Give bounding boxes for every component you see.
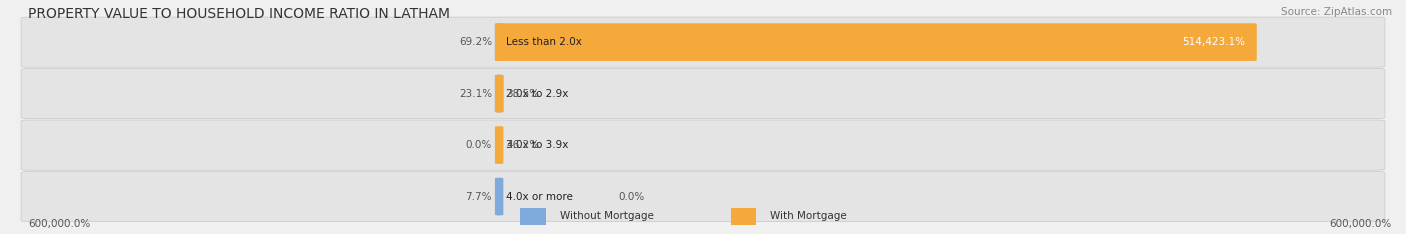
Text: 46.2%: 46.2% (506, 140, 540, 150)
FancyBboxPatch shape (495, 23, 1257, 61)
Text: 7.7%: 7.7% (465, 192, 492, 201)
Text: 514,423.1%: 514,423.1% (1182, 37, 1246, 47)
Text: 69.2%: 69.2% (458, 37, 492, 47)
FancyBboxPatch shape (731, 208, 756, 225)
Text: 0.0%: 0.0% (465, 140, 492, 150)
Text: 4.0x or more: 4.0x or more (506, 192, 574, 201)
FancyBboxPatch shape (495, 75, 503, 113)
Text: With Mortgage: With Mortgage (770, 212, 848, 221)
Text: 38.5%: 38.5% (506, 89, 540, 99)
Text: 23.1%: 23.1% (458, 89, 492, 99)
FancyBboxPatch shape (21, 69, 1385, 119)
Text: 0.0%: 0.0% (619, 192, 645, 201)
Text: PROPERTY VALUE TO HOUSEHOLD INCOME RATIO IN LATHAM: PROPERTY VALUE TO HOUSEHOLD INCOME RATIO… (28, 7, 450, 21)
FancyBboxPatch shape (495, 75, 503, 113)
Text: 3.0x to 3.9x: 3.0x to 3.9x (506, 140, 568, 150)
Text: Source: ZipAtlas.com: Source: ZipAtlas.com (1281, 7, 1392, 17)
Text: Without Mortgage: Without Mortgage (560, 212, 654, 221)
FancyBboxPatch shape (21, 17, 1385, 67)
FancyBboxPatch shape (21, 120, 1385, 170)
Text: Less than 2.0x: Less than 2.0x (506, 37, 582, 47)
FancyBboxPatch shape (495, 126, 503, 164)
Text: 2.0x to 2.9x: 2.0x to 2.9x (506, 89, 568, 99)
FancyBboxPatch shape (21, 172, 1385, 222)
FancyBboxPatch shape (495, 178, 503, 216)
FancyBboxPatch shape (495, 23, 503, 61)
Text: 600,000.0%: 600,000.0% (1330, 219, 1392, 229)
FancyBboxPatch shape (520, 208, 546, 225)
Text: 600,000.0%: 600,000.0% (28, 219, 90, 229)
